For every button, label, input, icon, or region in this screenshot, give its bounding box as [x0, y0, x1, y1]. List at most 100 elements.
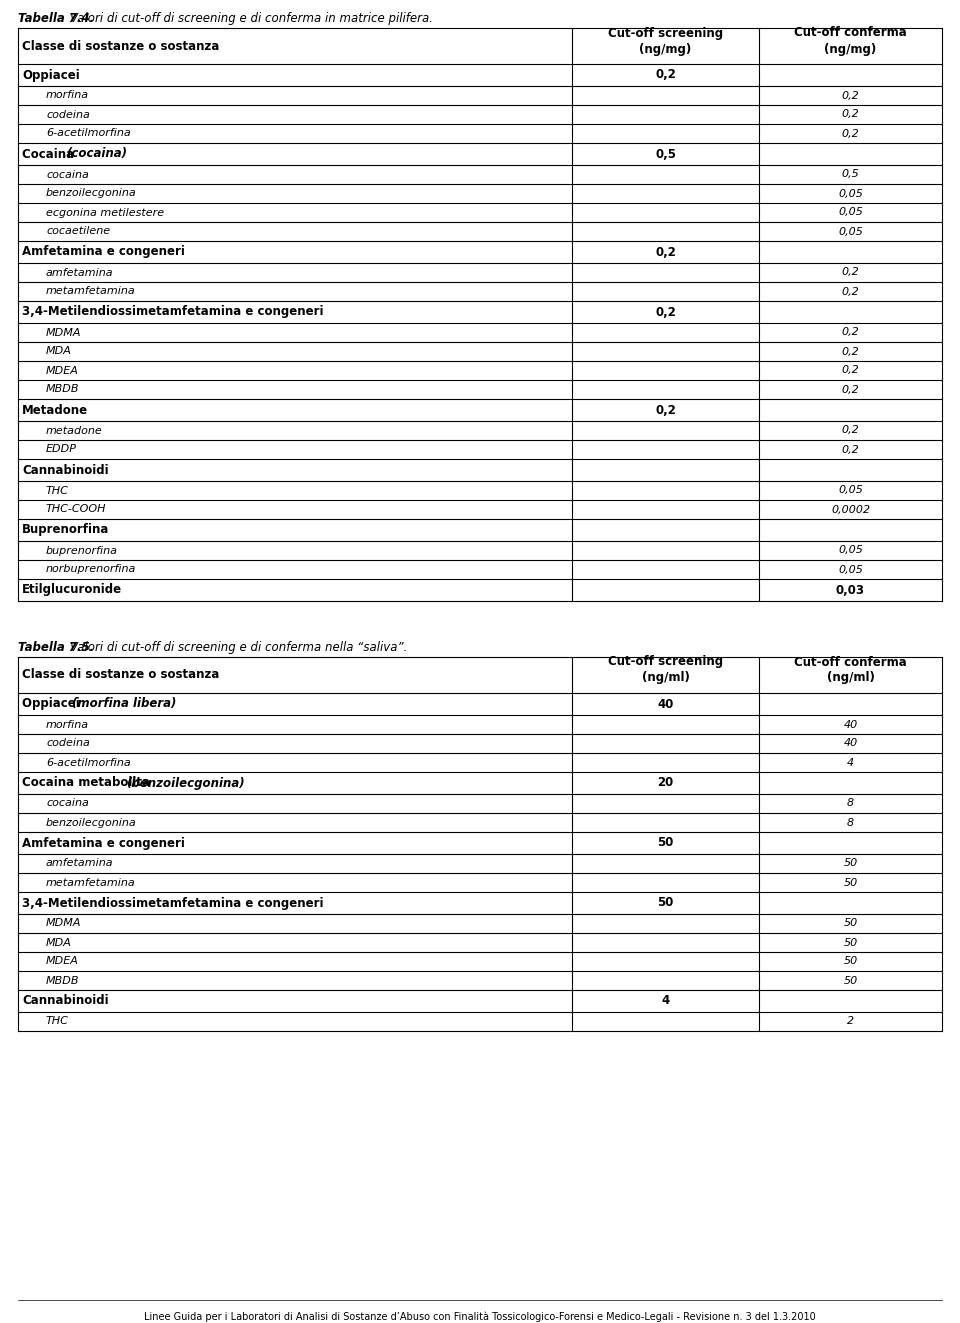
Text: 0,2: 0,2: [842, 426, 859, 435]
Text: 0,5: 0,5: [655, 147, 676, 160]
Text: buprenorfina: buprenorfina: [46, 545, 118, 556]
Text: 0,2: 0,2: [842, 385, 859, 394]
Text: Classe di sostanze o sostanza: Classe di sostanze o sostanza: [22, 668, 220, 681]
Text: benzoilecgonina: benzoilecgonina: [46, 818, 136, 827]
Text: Cannabinoidi: Cannabinoidi: [22, 995, 108, 1008]
Text: 0,2: 0,2: [842, 365, 859, 376]
Text: 0,0002: 0,0002: [831, 504, 870, 515]
Text: 0,05: 0,05: [838, 208, 863, 217]
Text: 0,2: 0,2: [842, 445, 859, 455]
Text: 50: 50: [844, 938, 857, 947]
Text: Valori di cut-off di screening e di conferma nella “saliva”.: Valori di cut-off di screening e di conf…: [70, 642, 407, 654]
Text: MDMA: MDMA: [46, 328, 82, 337]
Text: 40: 40: [658, 697, 674, 710]
Text: Oppiacei: Oppiacei: [22, 69, 80, 82]
Text: Tabella 7.5.: Tabella 7.5.: [18, 642, 94, 654]
Text: 50: 50: [844, 975, 857, 986]
Text: 0,2: 0,2: [842, 110, 859, 119]
Text: cocaina: cocaina: [46, 799, 89, 808]
Text: MDEA: MDEA: [46, 365, 79, 376]
Text: 0,2: 0,2: [842, 128, 859, 139]
Text: cocaetilene: cocaetilene: [46, 226, 110, 237]
Text: amfetamina: amfetamina: [46, 859, 113, 868]
Text: 0,2: 0,2: [842, 287, 859, 296]
Text: 0,05: 0,05: [838, 545, 863, 556]
Text: Cannabinoidi: Cannabinoidi: [22, 463, 108, 476]
Text: MDEA: MDEA: [46, 957, 79, 967]
Text: 6-acetilmorfina: 6-acetilmorfina: [46, 128, 131, 139]
Text: Classe di sostanze o sostanza: Classe di sostanze o sostanza: [22, 40, 220, 53]
Text: Cocaina metabolita: Cocaina metabolita: [22, 777, 155, 790]
Text: 50: 50: [844, 918, 857, 929]
Text: 50: 50: [658, 836, 674, 849]
Text: 50: 50: [844, 877, 857, 888]
Text: MBDB: MBDB: [46, 975, 80, 986]
Text: 0,2: 0,2: [842, 267, 859, 278]
Text: 0,05: 0,05: [838, 565, 863, 574]
Text: 50: 50: [844, 859, 857, 868]
Text: Tabella 7.4.: Tabella 7.4.: [18, 12, 94, 25]
Text: 0,05: 0,05: [838, 226, 863, 237]
Text: cocaina: cocaina: [46, 169, 89, 180]
Text: 0,2: 0,2: [655, 306, 676, 319]
Text: Metadone: Metadone: [22, 404, 88, 417]
Text: 50: 50: [658, 897, 674, 909]
Text: Linee Guida per i Laboratori di Analisi di Sostanze d’Abuso con Finalità Tossico: Linee Guida per i Laboratori di Analisi …: [144, 1312, 816, 1323]
Text: 50: 50: [844, 957, 857, 967]
Text: 8: 8: [847, 818, 854, 827]
Text: 40: 40: [844, 720, 857, 729]
Text: Etilglucuronide: Etilglucuronide: [22, 583, 122, 597]
Text: 4: 4: [847, 758, 854, 767]
Text: Valori di cut-off di screening e di conferma in matrice pilifera.: Valori di cut-off di screening e di conf…: [70, 12, 433, 25]
Text: ecgonina metilestere: ecgonina metilestere: [46, 208, 164, 217]
Text: (morfina libera): (morfina libera): [71, 697, 176, 710]
Text: (benzoilecgonina): (benzoilecgonina): [127, 777, 245, 790]
Text: THC: THC: [46, 486, 69, 496]
Text: EDDP: EDDP: [46, 445, 77, 455]
Text: MDMA: MDMA: [46, 918, 82, 929]
Text: morfina: morfina: [46, 720, 89, 729]
Text: morfina: morfina: [46, 90, 89, 101]
Text: (cocaina): (cocaina): [66, 147, 127, 160]
Text: Cut-off screening
(ng/ml): Cut-off screening (ng/ml): [608, 655, 723, 684]
Text: 0,03: 0,03: [836, 583, 865, 597]
Text: 6-acetilmorfina: 6-acetilmorfina: [46, 758, 131, 767]
Text: metamfetamina: metamfetamina: [46, 287, 135, 296]
Text: THC-COOH: THC-COOH: [46, 504, 107, 515]
Text: 8: 8: [847, 799, 854, 808]
Text: 2: 2: [847, 1016, 854, 1027]
Text: 0,2: 0,2: [842, 90, 859, 101]
Text: MDA: MDA: [46, 938, 72, 947]
Text: Amfetamina e congeneri: Amfetamina e congeneri: [22, 246, 185, 258]
Text: 3,4-Metilendiossimetamfetamina e congeneri: 3,4-Metilendiossimetamfetamina e congene…: [22, 897, 324, 909]
Text: codeina: codeina: [46, 110, 90, 119]
Text: 0,2: 0,2: [655, 69, 676, 82]
Text: benzoilecgonina: benzoilecgonina: [46, 188, 136, 198]
Text: 40: 40: [844, 738, 857, 749]
Text: metamfetamina: metamfetamina: [46, 877, 135, 888]
Text: Amfetamina e congeneri: Amfetamina e congeneri: [22, 836, 185, 849]
Text: 4: 4: [661, 995, 670, 1008]
Text: THC: THC: [46, 1016, 69, 1027]
Text: 0,5: 0,5: [842, 169, 859, 180]
Text: Oppiacei: Oppiacei: [22, 697, 84, 710]
Text: 0,05: 0,05: [838, 486, 863, 496]
Text: Cut-off conferma
(ng/mg): Cut-off conferma (ng/mg): [794, 26, 907, 56]
Text: norbuprenorfina: norbuprenorfina: [46, 565, 136, 574]
Text: Cocaina: Cocaina: [22, 147, 79, 160]
Text: metadone: metadone: [46, 426, 103, 435]
Text: 0,2: 0,2: [842, 328, 859, 337]
Text: 0,2: 0,2: [842, 347, 859, 356]
Text: MDA: MDA: [46, 347, 72, 356]
Text: Buprenorfina: Buprenorfina: [22, 524, 109, 537]
Text: 0,05: 0,05: [838, 188, 863, 198]
Text: 0,2: 0,2: [655, 404, 676, 417]
Text: Cut-off conferma
(ng/ml): Cut-off conferma (ng/ml): [794, 655, 907, 684]
Text: amfetamina: amfetamina: [46, 267, 113, 278]
Text: 3,4-Metilendiossimetamfetamina e congeneri: 3,4-Metilendiossimetamfetamina e congene…: [22, 306, 324, 319]
Text: codeina: codeina: [46, 738, 90, 749]
Text: MBDB: MBDB: [46, 385, 80, 394]
Text: 20: 20: [658, 777, 674, 790]
Text: 0,2: 0,2: [655, 246, 676, 258]
Text: Cut-off screening
(ng/mg): Cut-off screening (ng/mg): [608, 26, 723, 56]
